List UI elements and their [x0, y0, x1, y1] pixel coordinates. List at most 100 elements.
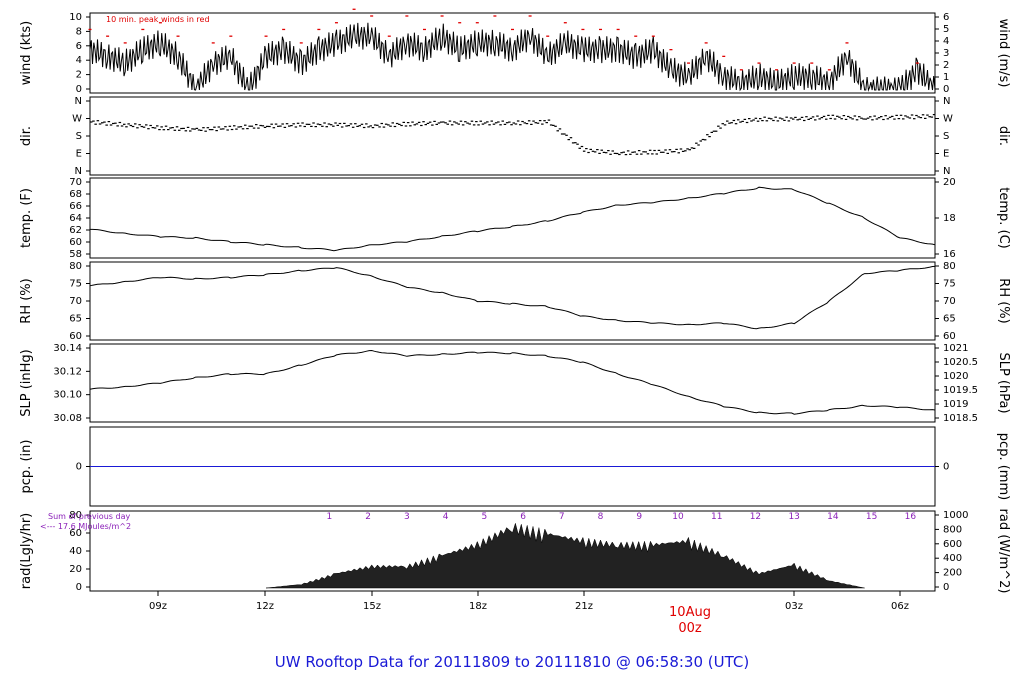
- dir-point: [921, 114, 925, 116]
- x-tick-label: 06z: [891, 601, 909, 612]
- tick-label-left: 2: [76, 70, 82, 81]
- dir-point: [237, 126, 240, 128]
- dir-point: [928, 116, 931, 118]
- dir-point: [514, 123, 518, 125]
- dir-point: [580, 145, 584, 148]
- dir-point: [670, 151, 674, 153]
- dir-point: [356, 125, 359, 127]
- panel-frame-direction: [89, 96, 936, 176]
- dir-point: [503, 123, 507, 125]
- dir-point: [602, 151, 606, 153]
- tick-label-right: 1000: [943, 510, 968, 521]
- dir-point: [836, 115, 839, 117]
- dir-point: [567, 139, 570, 141]
- tick-label-right: 20: [943, 177, 956, 188]
- dir-point: [831, 114, 835, 116]
- dir-point: [726, 120, 729, 122]
- rad-note-line2: <--- 17.6 MJoules/m^2: [40, 522, 131, 531]
- dir-point: [217, 126, 221, 128]
- tick-label-right: 1021: [943, 343, 968, 354]
- dir-point: [919, 117, 923, 119]
- x-tick-label: 09z: [149, 601, 167, 612]
- dir-point: [814, 119, 817, 121]
- series-line-wind: [89, 22, 936, 92]
- tick-label-right: 80: [943, 261, 956, 272]
- dir-point: [490, 120, 493, 122]
- dir-point: [241, 128, 245, 130]
- series-line-temperature: [90, 186, 936, 252]
- dir-point: [292, 123, 295, 125]
- dir-point: [105, 124, 108, 126]
- tick-label-left: 60: [69, 331, 82, 342]
- dir-point: [158, 129, 161, 131]
- dir-point: [891, 115, 894, 117]
- dir-point: [622, 151, 625, 153]
- dir-point: [145, 124, 148, 126]
- dir-point: [763, 116, 766, 118]
- dir-point: [635, 153, 639, 155]
- dir-point: [686, 148, 689, 150]
- dir-point: [816, 115, 819, 117]
- dir-point: [770, 118, 773, 120]
- dir-point: [794, 116, 797, 118]
- ylabel-left-radiation: rad(Lgly/hr): [19, 513, 34, 589]
- dir-point: [325, 126, 328, 128]
- dir-point: [446, 123, 449, 125]
- dir-point: [875, 118, 879, 120]
- dir-point: [347, 125, 350, 127]
- dir-point: [745, 121, 749, 124]
- dir-point: [437, 122, 441, 124]
- dir-point: [932, 114, 936, 116]
- dir-point: [880, 116, 883, 118]
- dir-point: [160, 126, 163, 128]
- dir-point: [450, 124, 454, 126]
- dir-point: [371, 127, 375, 129]
- dir-point: [417, 121, 421, 123]
- dir-point: [508, 121, 511, 123]
- dir-point: [893, 118, 896, 120]
- dir-point: [798, 118, 802, 120]
- dir-point: [512, 122, 515, 124]
- dir-point: [721, 123, 724, 125]
- dir-point: [151, 127, 155, 129]
- dir-point: [468, 123, 471, 125]
- dir-point: [310, 125, 313, 127]
- dir-point: [486, 121, 489, 123]
- dir-point: [134, 123, 137, 125]
- dir-point: [607, 150, 610, 152]
- dir-point: [189, 130, 192, 132]
- hour-label: 14: [827, 512, 839, 522]
- dir-point: [748, 118, 751, 120]
- x-tick-label: 15z: [363, 601, 381, 612]
- tick-label-left: 75: [69, 279, 82, 290]
- tick-label-right: 1018.5: [943, 413, 978, 424]
- dir-point: [609, 153, 612, 155]
- dir-point: [109, 124, 113, 126]
- dir-point: [776, 120, 780, 122]
- dir-point: [444, 122, 447, 124]
- dir-point: [882, 118, 885, 121]
- dir-point: [906, 116, 909, 118]
- dir-point: [349, 123, 353, 125]
- ylabel-left-precipitation: pcp. (in): [19, 440, 34, 494]
- dir-point: [538, 120, 542, 122]
- dir-point: [116, 125, 119, 127]
- dir-point: [519, 124, 522, 126]
- dir-point: [684, 150, 687, 152]
- tick-label-left: 0: [76, 462, 82, 473]
- dir-point: [475, 121, 478, 123]
- dir-point: [147, 128, 150, 130]
- dir-point: [640, 153, 643, 155]
- dir-point: [439, 121, 443, 123]
- dir-point: [593, 151, 597, 153]
- dir-point: [224, 126, 227, 128]
- dir-point: [589, 148, 592, 150]
- dir-point: [433, 120, 436, 122]
- dir-point: [358, 125, 361, 127]
- dir-point: [785, 116, 788, 118]
- dir-point: [805, 116, 808, 118]
- ylabel-right-temperature: temp. (C): [996, 187, 1011, 249]
- dir-point: [618, 153, 621, 156]
- dir-point: [648, 149, 652, 151]
- dir-point: [303, 125, 306, 128]
